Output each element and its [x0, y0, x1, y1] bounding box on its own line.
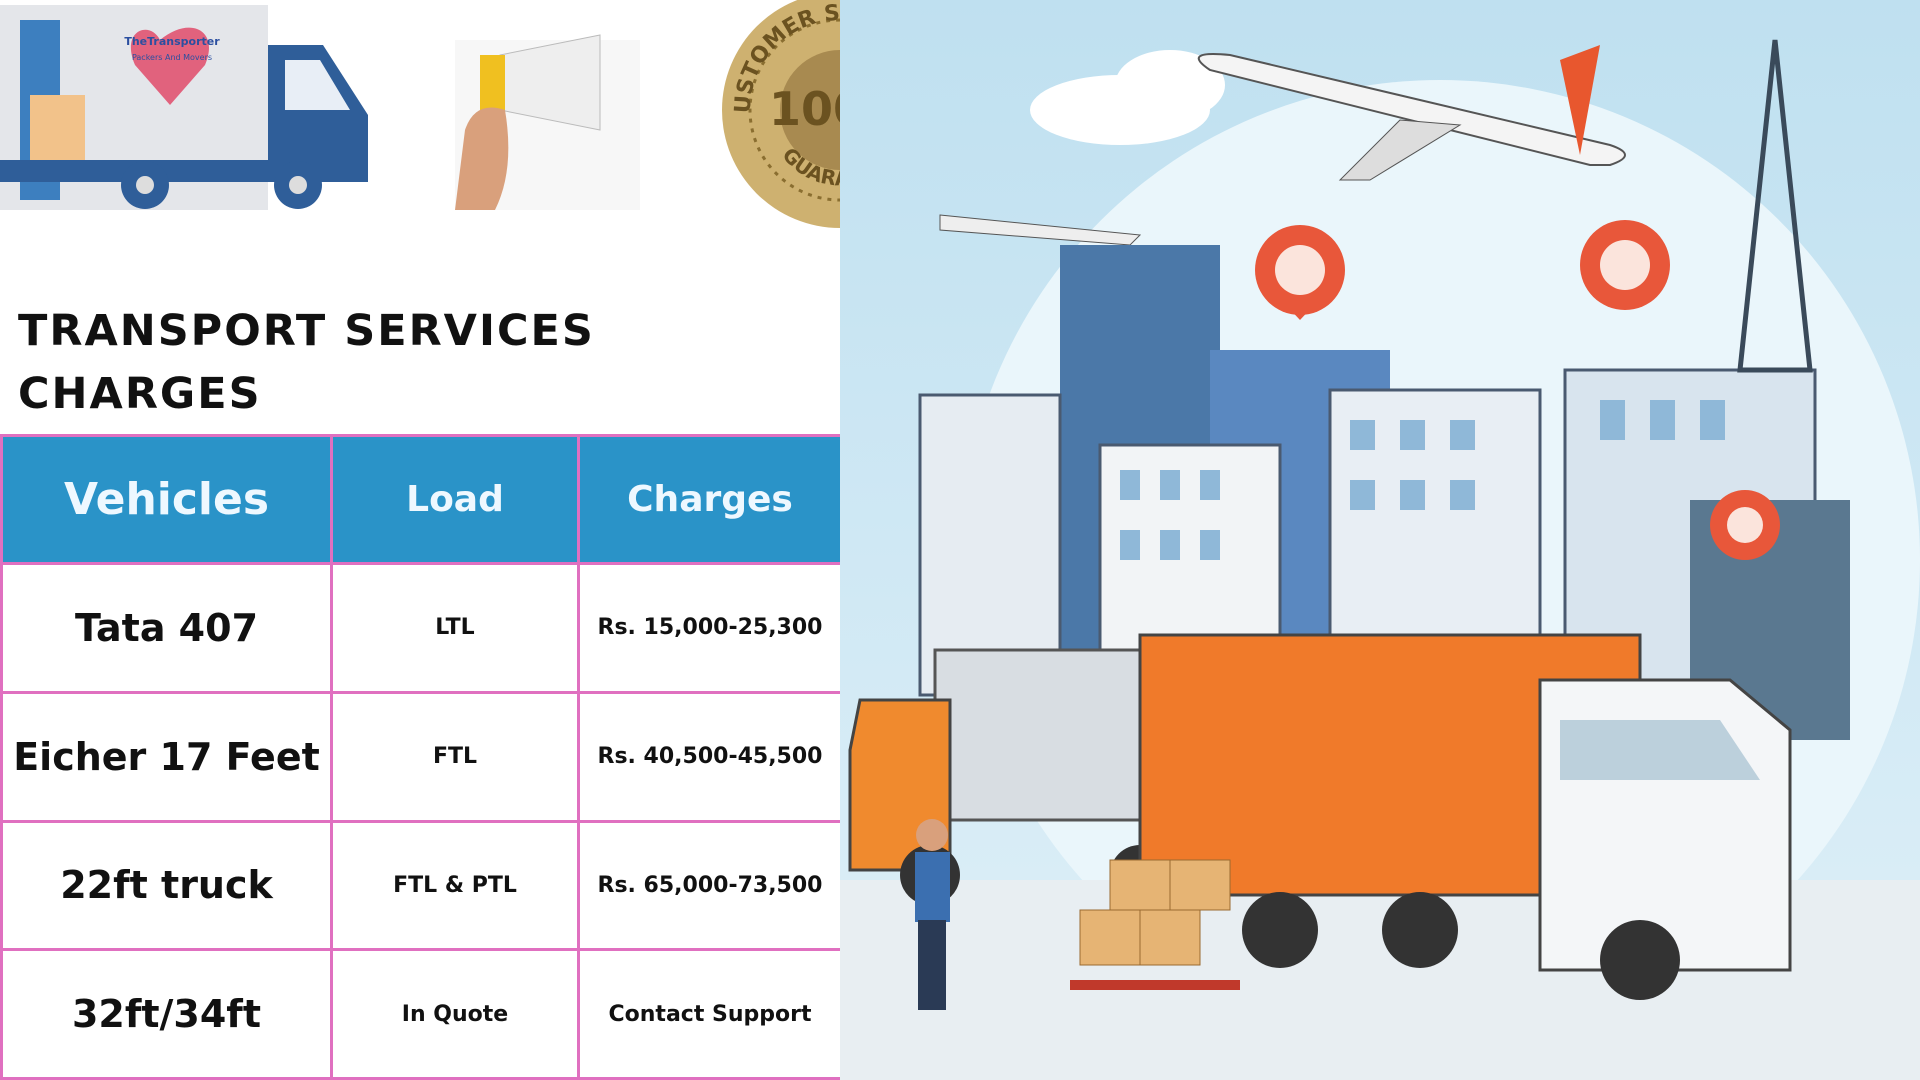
- cloud: [1115, 50, 1225, 120]
- hub: [136, 176, 154, 194]
- truck-window: [285, 60, 350, 110]
- hub: [289, 176, 307, 194]
- container-truck: [1138, 633, 1792, 1000]
- charges-cell: Rs. 40,500-45,500: [580, 693, 843, 823]
- title-line: TRANSPORT SERVICES CHARGES: [18, 306, 595, 419]
- vehicle-cell: 22ft truck: [3, 822, 333, 952]
- logo-tagline: Packers And Movers: [132, 53, 212, 62]
- hand: [455, 107, 509, 210]
- seal-number: 100%: [769, 82, 840, 136]
- megaphone-grip: [480, 55, 505, 110]
- tower: [1737, 39, 1813, 373]
- header-cell: Load: [333, 437, 580, 565]
- worker: [915, 819, 950, 1010]
- windows: [1120, 400, 1725, 560]
- seal-center: [780, 50, 840, 170]
- boxes: [30, 95, 85, 165]
- load-cell: FTL & PTL: [333, 822, 580, 952]
- load-cell: LTL: [333, 565, 580, 694]
- pins: [1255, 220, 1780, 560]
- charges-table: Vehicles Load Charges Tata 407 LTL Rs. 15,000…: [0, 434, 843, 1080]
- boxes: [1070, 859, 1240, 990]
- load-cell: FTL: [333, 693, 580, 823]
- logo-heart: [130, 27, 209, 106]
- seal-ring: [748, 18, 840, 202]
- logo-name: TheTransporter: [124, 35, 220, 48]
- header-cell: Charges: [580, 437, 843, 565]
- load-cell: In Quote: [333, 951, 580, 1080]
- charges-cell: Rs. 15,000-25,300: [580, 565, 843, 694]
- charges-cell: Contact Support: [580, 951, 843, 1080]
- header-cell: Vehicles: [3, 437, 333, 565]
- top-icons: TheTransporter Packers And Movers CUSTOM…: [0, 0, 840, 228]
- charges-cell: Rs. 65,000-73,500: [580, 822, 843, 952]
- vehicle-cell: Eicher 17 Feet: [3, 693, 333, 823]
- vehicle-cell: 32ft/34ft: [3, 951, 333, 1080]
- plane: [1197, 45, 1626, 181]
- illustration: [840, 0, 1920, 1080]
- vehicle-cell: Tata 407: [3, 565, 333, 694]
